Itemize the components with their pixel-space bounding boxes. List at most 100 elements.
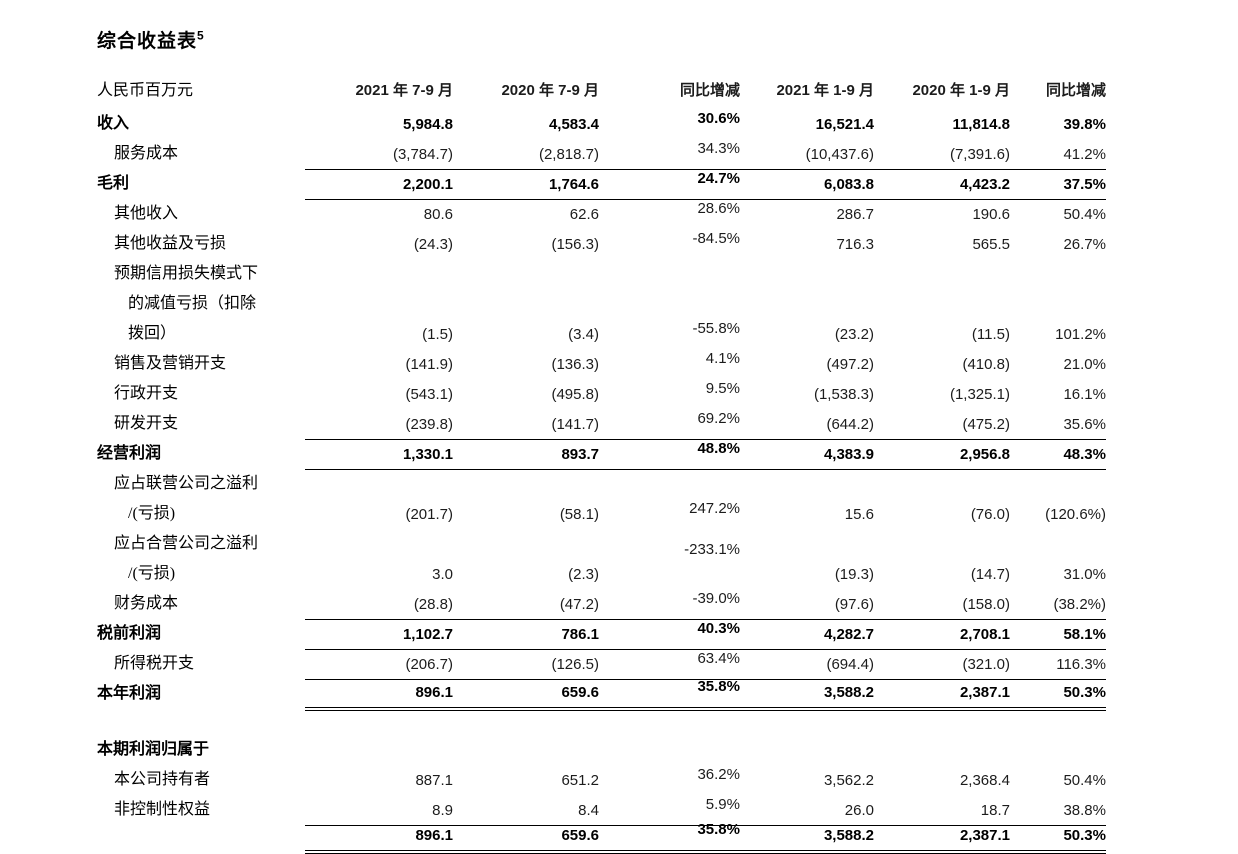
table-cell — [1010, 469, 1106, 499]
amount-value: 35.6% — [1063, 415, 1106, 433]
table-cell — [453, 289, 599, 319]
page-title-text: 综合收益表 — [97, 31, 198, 52]
income-statement-table: 人民币百万元 2021 年 7-9 月 2020 年 7-9 月 同比增减 20… — [97, 73, 1106, 854]
row-label: /(亏损) — [128, 565, 176, 582]
table-cell: (156.3) — [453, 229, 599, 259]
table-row: 服务成本 (3,784.7) (2,818.7) 34.3% (10,437.6) (7,… — [97, 139, 1106, 170]
amount-value: (410.8) — [962, 356, 1010, 373]
amount-value: 887.1 — [415, 772, 453, 789]
amount-value: (239.8) — [405, 415, 453, 433]
amount-value: (206.7) — [405, 655, 453, 673]
table-cell: 48.3% — [1010, 439, 1106, 470]
table-cell: (28.8) — [305, 589, 453, 620]
table-cell: -233.1% — [599, 529, 740, 559]
table-cell — [740, 259, 874, 289]
table-row: 非控制性权益 8.9 8.4 5.9% 26.0 18.7 38.8% — [97, 795, 1106, 826]
table-row: 的减值亏损（扣除 — [97, 289, 1106, 319]
amount-value: 11,814.8 — [952, 116, 1010, 133]
table-cell: 37.5% — [1010, 169, 1106, 200]
table-row: 本公司持有者 887.1 651.2 36.2% 3,562.2 2,368.4 50.4% — [97, 765, 1106, 795]
table-cell — [599, 289, 740, 319]
row-label: 的减值亏损（扣除 — [128, 295, 257, 312]
amount-value: (1,325.1) — [949, 386, 1010, 403]
amount-value: (7,391.6) — [949, 145, 1010, 163]
table-cell: 2,387.1 — [874, 825, 1010, 854]
spacer-cell — [97, 709, 1106, 735]
yoy-percent-value: 5.9% — [705, 795, 740, 813]
table-cell: (120.6%) — [1010, 499, 1106, 529]
table-cell: 24.7% — [599, 169, 740, 200]
amount-value: 3,588.2 — [823, 827, 874, 844]
table-cell: (141.9) — [305, 349, 453, 379]
table-cell: -55.8% — [599, 319, 740, 349]
table-cell: (76.0) — [874, 499, 1010, 529]
table-cell — [1010, 259, 1106, 289]
amount-value: (23.2) — [834, 326, 874, 343]
table-cell: (1,538.3) — [740, 379, 874, 409]
table-cell — [1010, 529, 1106, 559]
row-label: 经营利润 — [97, 445, 162, 462]
table-cell: 4,423.2 — [874, 169, 1010, 200]
table-cell: 50.4% — [1010, 765, 1106, 795]
amount-value: 786.1 — [561, 625, 599, 643]
amount-value: (497.2) — [826, 356, 874, 373]
header-row: 人民币百万元 2021 年 7-9 月 2020 年 7-9 月 同比增减 20… — [97, 73, 1106, 109]
table-cell: 286.7 — [740, 199, 874, 229]
table-cell — [599, 735, 740, 765]
yoy-percent-value: 9.5% — [705, 380, 740, 397]
amount-value: 4,583.4 — [548, 116, 599, 133]
table-cell: 50.3% — [1010, 825, 1106, 854]
amount-value: 80.6 — [423, 206, 453, 223]
table-cell — [874, 259, 1010, 289]
table-cell — [740, 529, 874, 559]
amount-value: (120.6%) — [1045, 506, 1106, 523]
table-cell: 50.4% — [1010, 199, 1106, 229]
amount-value: (2,818.7) — [538, 145, 599, 163]
table-cell: 1,764.6 — [453, 169, 599, 200]
amount-value: (2.3) — [568, 566, 599, 583]
table-cell: -84.5% — [599, 229, 740, 259]
table-cell: (206.7) — [305, 649, 453, 680]
table-cell: (694.4) — [740, 649, 874, 680]
table-cell — [453, 259, 599, 289]
table-cell: (543.1) — [305, 379, 453, 409]
yoy-percent-value: 48.8% — [697, 439, 740, 457]
table-cell: 896.1 — [305, 825, 453, 854]
table-row: 896.1 659.6 35.8% 3,588.2 2,387.1 50.3% — [97, 821, 1106, 854]
amount-value: (1,538.3) — [813, 386, 874, 403]
amount-value: 2,956.8 — [959, 445, 1010, 463]
table-cell: 5,984.8 — [305, 109, 453, 139]
table-cell: 2,956.8 — [874, 439, 1010, 470]
amount-value: 1,102.7 — [402, 625, 453, 643]
table-cell: 116.3% — [1010, 649, 1106, 680]
table-row: 预期信用损失模式下 — [97, 259, 1106, 289]
table-row: 收入 5,984.8 4,583.4 30.6% 16,521.4 11,814.8 39.… — [97, 109, 1106, 139]
amount-value: 26.7% — [1063, 236, 1106, 253]
amount-value: 286.7 — [836, 206, 874, 223]
table-cell: 887.1 — [305, 765, 453, 795]
amount-value: 6,083.8 — [823, 175, 874, 193]
table-cell: 2,387.1 — [874, 679, 1010, 711]
table-cell: 11,814.8 — [874, 109, 1010, 139]
table-cell: 39.8% — [1010, 109, 1106, 139]
row-label: 应占联营公司之溢利 — [114, 475, 259, 492]
table-cell: (410.8) — [874, 349, 1010, 379]
table-cell: 34.3% — [599, 139, 740, 170]
table-cell: 247.2% — [599, 499, 740, 529]
amount-value: 62.6 — [569, 206, 599, 223]
table-cell: (126.5) — [453, 649, 599, 680]
amount-value: 4,282.7 — [823, 625, 874, 643]
table-cell: 26.0 — [740, 795, 874, 826]
amount-value: (11.5) — [971, 326, 1010, 343]
table-row: /(亏损) (201.7) (58.1) 247.2% 15.6 (76.0) (120.6… — [97, 499, 1106, 529]
table-cell: (644.2) — [740, 409, 874, 440]
table-row: /(亏损) 3.0 (2.3) (19.3) (14.7) 31.0% — [97, 559, 1106, 589]
table-row: 财务成本 (28.8) (47.2) -39.0% (97.6) (158.0) (38.2… — [97, 589, 1106, 620]
table-cell: (58.1) — [453, 499, 599, 529]
amount-value: 565.5 — [972, 236, 1010, 253]
amount-value: 50.4% — [1063, 772, 1106, 789]
amount-value: 16.1% — [1063, 386, 1106, 403]
row-label: 服务成本 — [114, 145, 179, 162]
amount-value: 8.4 — [578, 801, 599, 819]
